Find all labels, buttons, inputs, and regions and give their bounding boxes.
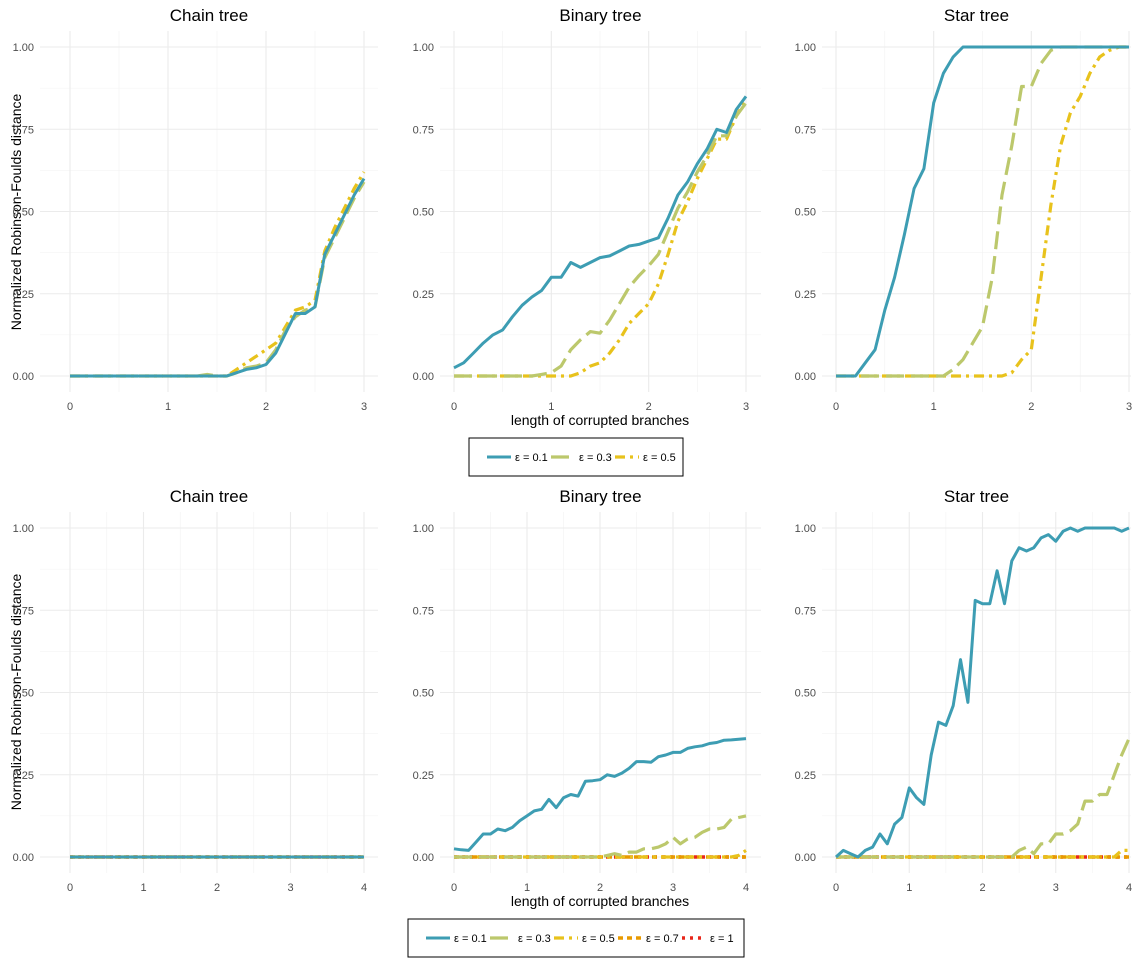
y-tick-label: 0.25 xyxy=(413,289,434,301)
x-tick-label: 2 xyxy=(597,882,603,894)
x-tick-label: 1 xyxy=(906,882,912,894)
legend-label-1: ε = 0.1 xyxy=(515,452,548,464)
x-tick-label: 2 xyxy=(263,401,269,413)
y-tick-label: 0.25 xyxy=(795,289,816,301)
y-tick-label: 0.00 xyxy=(795,852,816,864)
chart-panel-1: 0.00 0.25 0.50 0.75 1.00 0 1 2 3 Chain tree xyxy=(13,6,378,413)
panel-title: Binary tree xyxy=(559,6,641,25)
y-tick-label: 0.25 xyxy=(13,770,34,782)
x-tick-label: 0 xyxy=(67,882,73,894)
chart-panel-2: 0.00 0.25 0.50 0.75 1.00 0 1 2 3 Binary tree xyxy=(413,6,761,413)
legend-label-1: ε = 0.1 xyxy=(454,933,487,945)
x-tick-label: 2 xyxy=(1028,401,1034,413)
y-tick-label: 0.00 xyxy=(413,852,434,864)
x-tick-label: 1 xyxy=(140,882,146,894)
legend-label-3: ε = 0.5 xyxy=(643,452,676,464)
x-axis-label-top: length of corrupted branches xyxy=(511,412,689,428)
y-tick-label: 0.75 xyxy=(13,605,34,617)
y-tick-label: 0.75 xyxy=(413,605,434,617)
x-tick-label: 1 xyxy=(165,401,171,413)
legend-top: ε = 0.1 ε = 0.3 ε = 0.5 xyxy=(469,438,683,476)
y-tick-label: 0.25 xyxy=(795,770,816,782)
y-tick-label: 1.00 xyxy=(13,42,34,54)
y-tick-label: 1.00 xyxy=(13,523,34,535)
y-tick-label: 1.00 xyxy=(413,42,434,54)
x-tick-label: 0 xyxy=(451,882,457,894)
panel-title: Binary tree xyxy=(559,487,641,506)
y-tick-label: 0.50 xyxy=(413,207,434,219)
y-tick-label: 0.75 xyxy=(795,605,816,617)
x-tick-label: 2 xyxy=(979,882,985,894)
panel-title: Chain tree xyxy=(170,487,248,506)
x-tick-label: 3 xyxy=(1053,882,1059,894)
y-tick-label: 1.00 xyxy=(795,42,816,54)
chart-panel-4: 0.00 0.25 0.50 0.75 1.00 0 1 2 3 4 Chain tree xyxy=(13,487,378,894)
legend-label-4: ε = 0.7 xyxy=(646,933,679,945)
x-tick-label: 0 xyxy=(833,401,839,413)
y-tick-label: 0.50 xyxy=(13,688,34,700)
y-tick-label: 0.00 xyxy=(13,371,34,383)
x-tick-label: 0 xyxy=(833,882,839,894)
panel-title: Star tree xyxy=(944,487,1009,506)
chart-panel-6: 0.00 0.25 0.50 0.75 1.00 0 1 2 3 4 Star tree xyxy=(795,487,1132,894)
y-tick-label: 1.00 xyxy=(795,523,816,535)
x-axis-label-bottom: length of corrupted branches xyxy=(511,893,689,909)
y-tick-label: 0.75 xyxy=(795,124,816,136)
y-tick-label: 0.00 xyxy=(795,371,816,383)
x-tick-label: 2 xyxy=(646,401,652,413)
x-tick-label: 0 xyxy=(451,401,457,413)
y-tick-label: 0.75 xyxy=(413,124,434,136)
x-tick-label: 3 xyxy=(361,401,367,413)
legend-label-5: ε = 1 xyxy=(710,933,734,945)
x-tick-label: 1 xyxy=(524,882,530,894)
x-tick-label: 4 xyxy=(743,882,749,894)
legend-label-2: ε = 0.3 xyxy=(579,452,612,464)
x-tick-label: 2 xyxy=(214,882,220,894)
panel-title: Star tree xyxy=(944,6,1009,25)
legend-label-2: ε = 0.3 xyxy=(518,933,551,945)
x-tick-label: 4 xyxy=(361,882,367,894)
legend-bottom: ε = 0.1 ε = 0.3 ε = 0.5 ε = 0.7 ε = 1 xyxy=(408,919,744,957)
y-tick-label: 0.25 xyxy=(413,770,434,782)
chart-panel-5: 0.00 0.25 0.50 0.75 1.00 0 1 2 3 4 Binary tree xyxy=(413,487,761,894)
y-tick-label: 0.00 xyxy=(13,852,34,864)
x-tick-label: 4 xyxy=(1126,882,1132,894)
x-tick-label: 3 xyxy=(743,401,749,413)
chart-panel-3: 0.00 0.25 0.50 0.75 1.00 0 1 2 3 Star tree xyxy=(795,6,1132,413)
legend-label-3: ε = 0.5 xyxy=(582,933,615,945)
y-tick-label: 0.25 xyxy=(13,289,34,301)
x-tick-label: 1 xyxy=(931,401,937,413)
panel-title: Chain tree xyxy=(170,6,248,25)
y-tick-label: 0.75 xyxy=(13,124,34,136)
x-tick-label: 0 xyxy=(67,401,73,413)
y-tick-label: 0.50 xyxy=(413,688,434,700)
x-tick-label: 1 xyxy=(548,401,554,413)
x-tick-label: 3 xyxy=(287,882,293,894)
y-tick-label: 0.50 xyxy=(795,207,816,219)
y-tick-label: 0.50 xyxy=(13,207,34,219)
y-tick-label: 1.00 xyxy=(413,523,434,535)
x-tick-label: 3 xyxy=(670,882,676,894)
y-tick-label: 0.50 xyxy=(795,688,816,700)
y-tick-label: 0.00 xyxy=(413,371,434,383)
x-tick-label: 3 xyxy=(1126,401,1132,413)
